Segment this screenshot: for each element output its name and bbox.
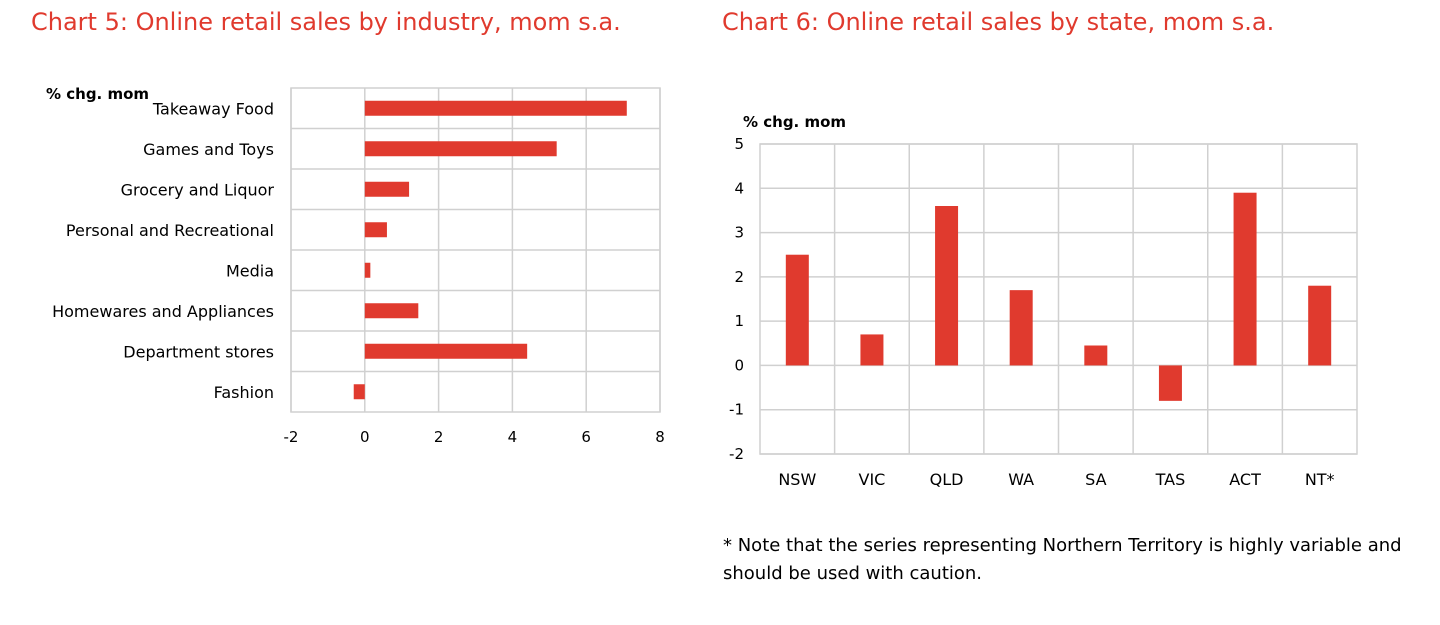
- chart6-y-tick-label: -1: [729, 401, 744, 419]
- chart6-title: Chart 6: Online retail sales by state, m…: [722, 8, 1275, 36]
- chart5-category-label: Fashion: [214, 383, 274, 402]
- chart5-x-tick-label: 8: [655, 428, 665, 446]
- chart5-x-tick-label: 4: [508, 428, 518, 446]
- chart5-category-label: Grocery and Liquor: [121, 180, 275, 199]
- chart6-axis-unit-label: % chg. mom: [743, 113, 846, 131]
- chart6-bar: [1233, 192, 1257, 366]
- chart6-category-label: WA: [1008, 470, 1034, 489]
- chart5-category-label: Homewares and Appliances: [52, 302, 274, 321]
- chart6-bar: [935, 206, 959, 366]
- chart5-category-label: Personal and Recreational: [66, 221, 274, 240]
- chart5-x-tick-label: 2: [434, 428, 444, 446]
- chart5-bar: [364, 222, 387, 238]
- chart6-category-label: VIC: [859, 470, 886, 489]
- chart5-axis-unit-label: % chg. mom: [46, 85, 149, 103]
- chart6-bar: [860, 334, 884, 366]
- chart6-bar: [1308, 285, 1332, 366]
- chart5-bar: [364, 262, 371, 278]
- chart6-y-tick-label: 4: [734, 179, 744, 197]
- chart5-bar: [364, 181, 410, 197]
- chart5-bar: [364, 100, 627, 116]
- chart6-y-tick-label: 0: [734, 356, 744, 374]
- chart5-bar: [364, 141, 557, 157]
- chart6-y-tick-label: 5: [734, 135, 744, 153]
- chart6-y-tick-label: 3: [734, 224, 744, 242]
- chart5-x-tick-label: 0: [360, 428, 370, 446]
- chart6-bar: [1158, 365, 1182, 401]
- chart6-y-tick-label: 1: [734, 312, 744, 330]
- chart6-category-label: NSW: [778, 470, 816, 489]
- chart6-category-label: NT*: [1305, 470, 1335, 489]
- chart5-x-tick-label: -2: [284, 428, 299, 446]
- chart5-x-tick-label: 6: [581, 428, 591, 446]
- chart5-category-label: Games and Toys: [143, 140, 274, 159]
- chart5-bar: [364, 303, 419, 319]
- chart6-y-tick-label: -2: [729, 445, 744, 463]
- chart6-category-label: QLD: [930, 470, 964, 489]
- footnote-nt: * Note that the series representing Nort…: [723, 535, 1402, 584]
- chart6-y-tick-label: 2: [734, 268, 744, 286]
- chart5-bar: [353, 384, 365, 400]
- chart5-title: Chart 5: Online retail sales by industry…: [31, 8, 621, 36]
- chart5-category-label: Media: [226, 261, 274, 280]
- chart5-category-label: Takeaway Food: [152, 99, 274, 118]
- chart5-industry-bar-chart: -2 0 2 4 6 8 Takeaway Food Games and Toys Grocer…: [46, 85, 665, 446]
- chart6-bar: [785, 254, 809, 366]
- chart6-bar: [1084, 345, 1108, 366]
- chart5-category-label: Department stores: [123, 342, 274, 361]
- chart6-category-label: SA: [1085, 470, 1106, 489]
- chart5-bar: [364, 343, 528, 359]
- chart6-category-label: TAS: [1155, 470, 1186, 489]
- chart6-bar: [1009, 290, 1033, 366]
- chart6-category-label: ACT: [1229, 470, 1261, 489]
- chart6-state-bar-chart: 5 4 3 2 1 0 -1 -2 NSW VIC QLD WA SA TAS ACT NT* % chg. m…: [729, 113, 1358, 489]
